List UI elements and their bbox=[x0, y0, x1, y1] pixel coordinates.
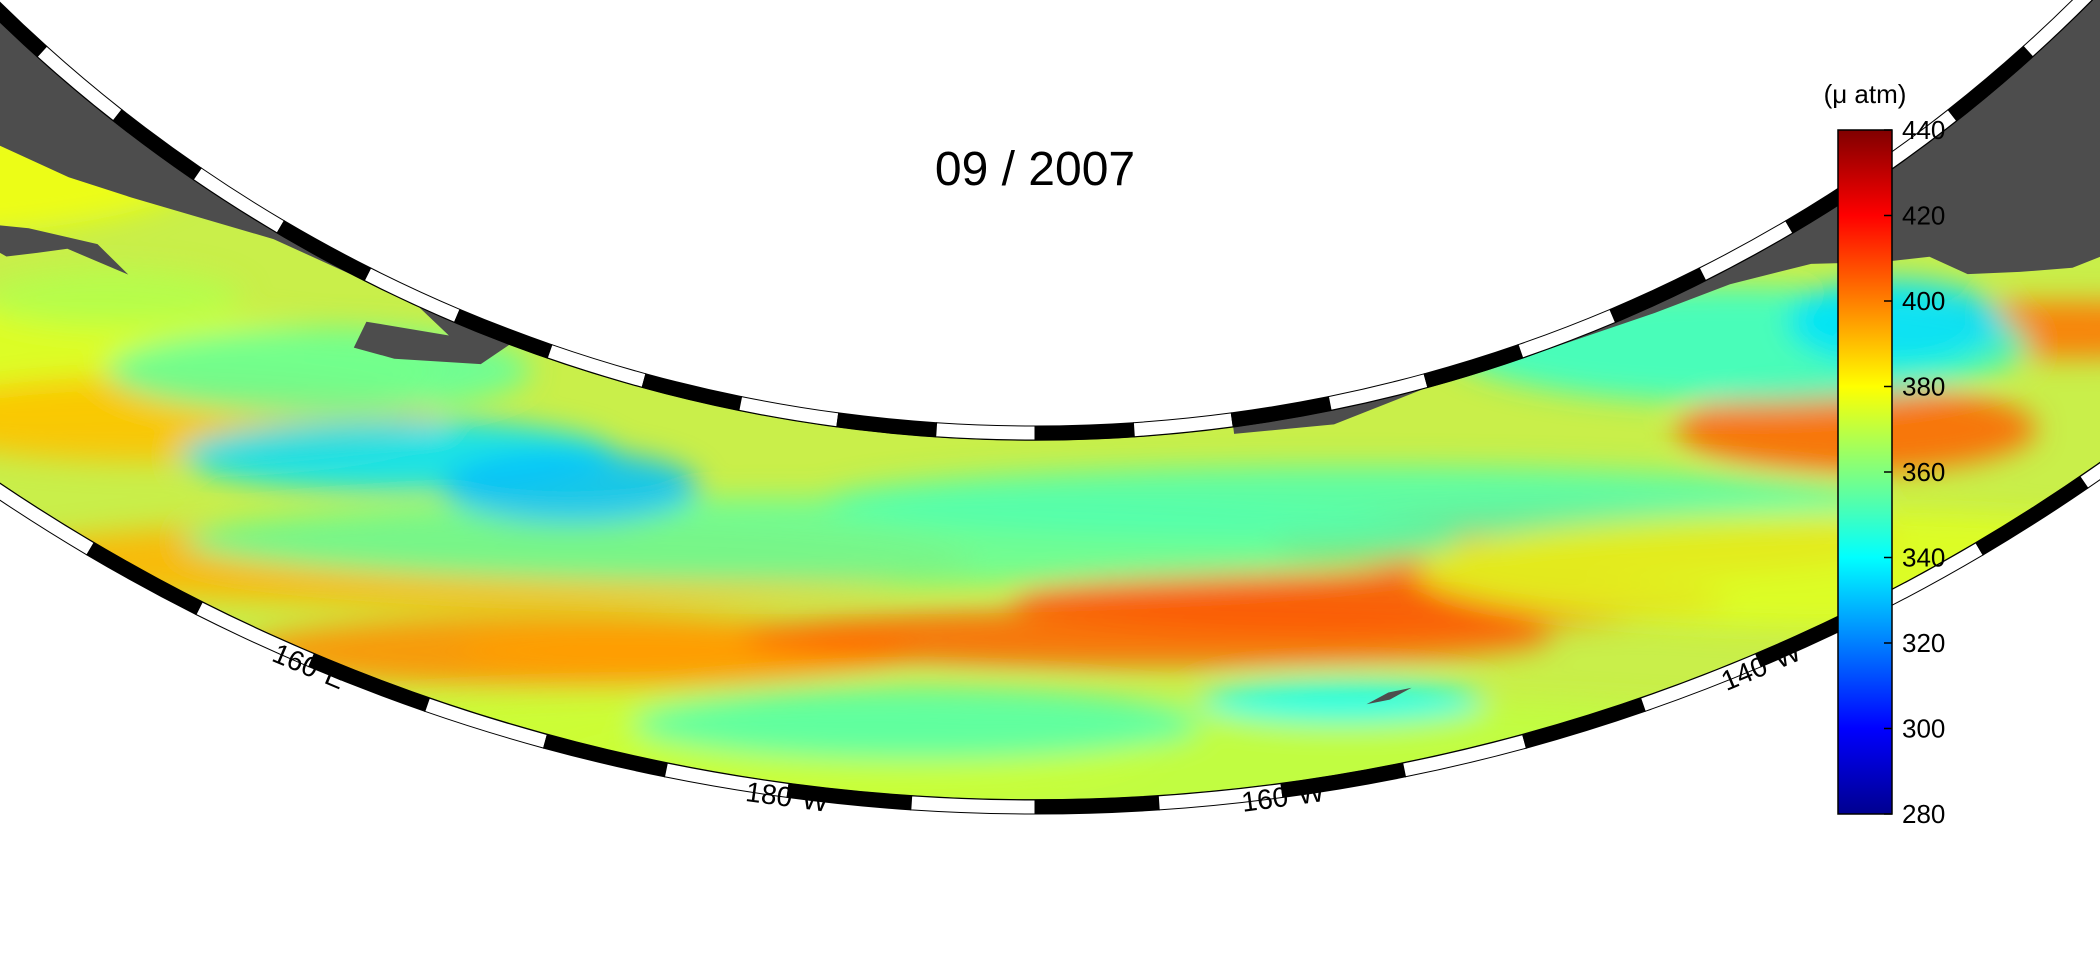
ocean-field bbox=[0, 0, 2100, 800]
colorbar-tick-label: 300 bbox=[1902, 714, 1945, 744]
pco2-patch bbox=[1787, 278, 2004, 366]
colorbar-tick-label: 380 bbox=[1902, 372, 1945, 402]
colorbar-tick-label: 280 bbox=[1902, 799, 1945, 829]
colorbar-tick-label: 340 bbox=[1902, 543, 1945, 573]
frame-band-top bbox=[2022, 0, 2093, 58]
map-title: 09 / 2007 bbox=[935, 143, 1135, 196]
pco2-patch bbox=[824, 466, 1876, 539]
colorbar-ticks: 440 420 400 380 360 340 320 300 280 bbox=[1884, 115, 1945, 829]
frame-band-top bbox=[1034, 422, 1135, 441]
lon-label: 180oW bbox=[744, 773, 832, 818]
pco2-patch bbox=[0, 269, 243, 328]
frame-band-top bbox=[935, 422, 1036, 441]
japan-land bbox=[0, 123, 129, 275]
frame-band-bottom bbox=[2079, 462, 2100, 489]
colorbar-tick-label: 420 bbox=[1902, 201, 1945, 231]
map-panel: 10oN20oN30oN40oN50oN60oN 120oE140oE160oE… bbox=[0, 0, 2100, 818]
colorbar: (μ atm) 440 420 400 380 360 340 320 300 280 bbox=[1824, 79, 1946, 829]
colorbar-gradient bbox=[1837, 129, 1893, 815]
colorbar-tick-label: 440 bbox=[1902, 115, 1945, 145]
colorbar-tick-label: 360 bbox=[1902, 457, 1945, 487]
pco2-patch bbox=[632, 688, 1201, 761]
pco2-patch bbox=[1199, 679, 1485, 723]
pco2-patch bbox=[442, 450, 700, 523]
hawaii-land bbox=[1366, 687, 1412, 705]
lon-label: 160oW bbox=[1239, 773, 1327, 818]
colorbar-unit: (μ atm) bbox=[1824, 79, 1907, 109]
colorbar-tick-label: 400 bbox=[1902, 286, 1945, 316]
colorbar-tick-label: 320 bbox=[1902, 628, 1945, 658]
